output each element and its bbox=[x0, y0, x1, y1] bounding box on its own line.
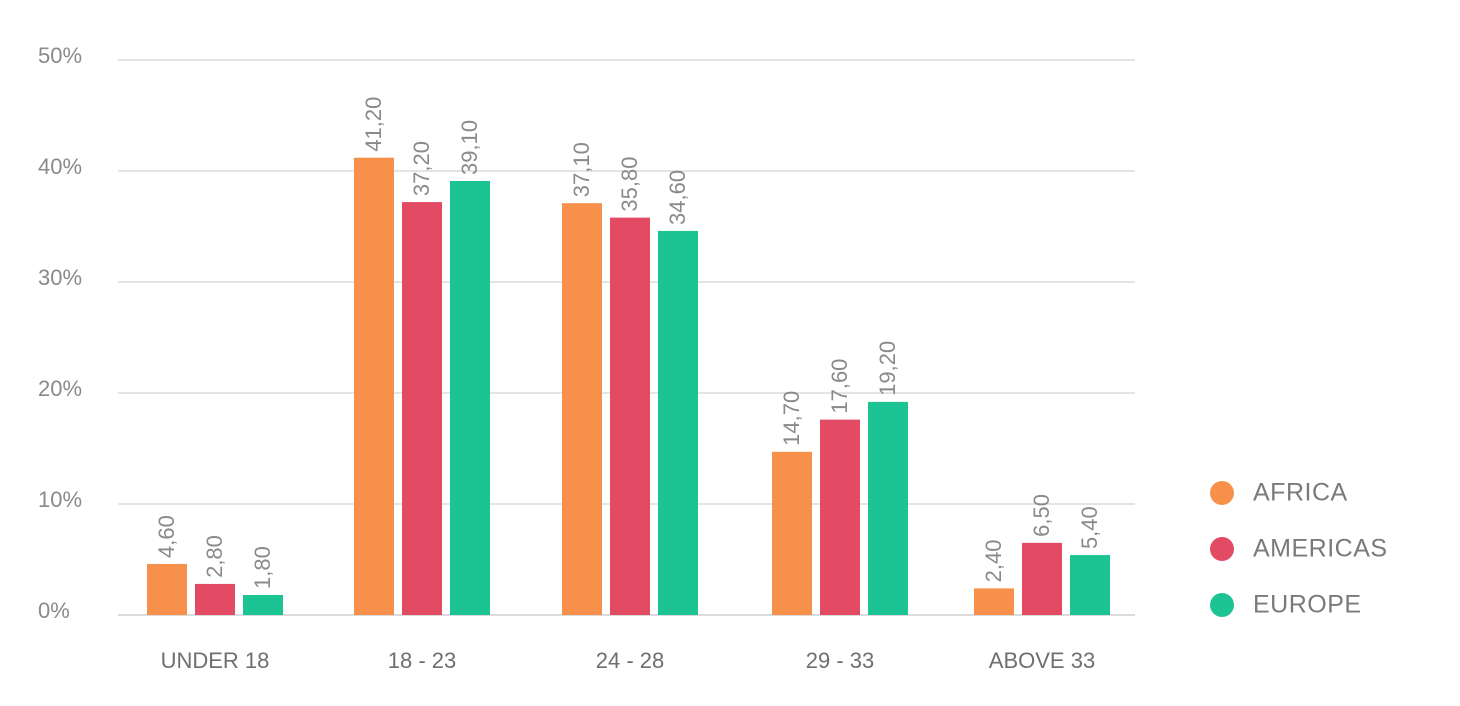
x-category-label: UNDER 18 bbox=[161, 648, 270, 673]
legend-item-americas: AMERICAS bbox=[1210, 535, 1388, 563]
y-tick-label: 30% bbox=[38, 265, 82, 290]
bar-europe-4 bbox=[1070, 555, 1110, 615]
data-label: 17,60 bbox=[827, 359, 852, 414]
x-axis-category-labels: UNDER 18 18 - 23 24 - 28 29 - 33 ABOVE 33 bbox=[161, 648, 1096, 673]
data-label: 6,50 bbox=[1029, 494, 1054, 537]
bar-africa-4 bbox=[974, 588, 1014, 615]
bar-americas-3 bbox=[820, 419, 860, 615]
data-label: 19,20 bbox=[875, 341, 900, 396]
data-label: 37,20 bbox=[409, 141, 434, 196]
data-labels: 4,60 41,20 37,10 14,70 2,40 2,80 37,20 35,80 17,… bbox=[154, 97, 1102, 589]
data-label: 39,10 bbox=[457, 120, 482, 175]
legend-item-africa: AFRICA bbox=[1210, 479, 1348, 507]
y-tick-label: 50% bbox=[38, 43, 82, 68]
x-category-label: ABOVE 33 bbox=[989, 648, 1095, 673]
x-category-label: 29 - 33 bbox=[806, 648, 875, 673]
legend-swatch bbox=[1210, 593, 1234, 617]
bars bbox=[147, 157, 1110, 616]
data-label: 2,80 bbox=[202, 535, 227, 578]
bar-americas-4 bbox=[1022, 542, 1062, 615]
bar-europe-0 bbox=[243, 595, 283, 615]
bar-africa-2 bbox=[562, 203, 602, 615]
x-category-label: 18 - 23 bbox=[388, 648, 457, 673]
bar-europe-1 bbox=[450, 180, 490, 616]
legend-item-europe: EUROPE bbox=[1210, 591, 1362, 619]
data-label: 35,80 bbox=[617, 157, 642, 212]
legend: AFRICA AMERICAS EUROPE bbox=[1210, 479, 1388, 619]
y-tick-label: 40% bbox=[38, 154, 82, 179]
bar-europe-3 bbox=[868, 401, 908, 615]
x-category-label: 24 - 28 bbox=[596, 648, 665, 673]
data-label: 1,80 bbox=[250, 546, 275, 589]
y-tick-label: 10% bbox=[38, 487, 82, 512]
legend-label: AFRICA bbox=[1253, 479, 1348, 507]
legend-swatch bbox=[1210, 481, 1234, 505]
y-tick-label: 20% bbox=[38, 376, 82, 401]
y-tick-label: 0% bbox=[38, 598, 70, 623]
data-label: 34,60 bbox=[665, 170, 690, 225]
bar-africa-1 bbox=[354, 157, 394, 615]
data-label: 14,70 bbox=[779, 391, 804, 446]
data-label: 5,40 bbox=[1077, 506, 1102, 549]
bar-africa-3 bbox=[772, 451, 812, 615]
data-label: 2,40 bbox=[981, 540, 1006, 583]
y-axis-tick-labels: 0% 10% 20% 30% 40% 50% bbox=[38, 43, 82, 623]
legend-label: AMERICAS bbox=[1253, 535, 1388, 563]
legend-swatch bbox=[1210, 537, 1234, 561]
data-label: 4,60 bbox=[154, 515, 179, 558]
bar-europe-2 bbox=[658, 230, 698, 615]
data-label: 37,10 bbox=[569, 142, 594, 197]
bar-americas-2 bbox=[610, 217, 650, 615]
legend-label: EUROPE bbox=[1253, 591, 1362, 619]
bar-americas-1 bbox=[402, 202, 442, 615]
data-label: 41,20 bbox=[361, 97, 386, 152]
bar-africa-0 bbox=[147, 563, 187, 615]
bar-americas-0 bbox=[195, 583, 235, 615]
